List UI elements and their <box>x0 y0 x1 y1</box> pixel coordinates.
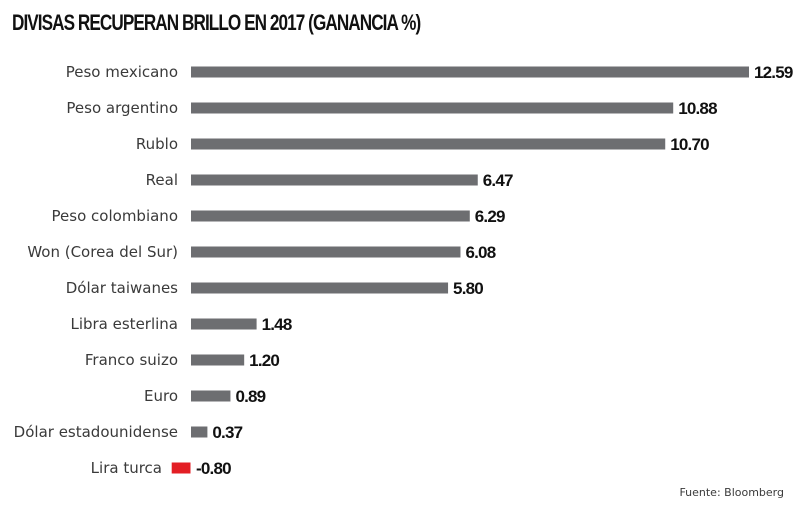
value-label: 1.20 <box>249 351 279 370</box>
bar <box>191 390 231 402</box>
category-label: Peso argentino <box>66 99 178 117</box>
value-label: 10.70 <box>670 135 709 154</box>
bar <box>191 102 674 114</box>
bar <box>191 426 208 438</box>
category-label: Peso mexicano <box>66 63 178 81</box>
bar <box>191 210 470 222</box>
value-label: 1.48 <box>262 315 292 334</box>
category-label: Rublo <box>136 135 178 153</box>
bar <box>191 282 449 294</box>
source-note: Fuente: Bloomberg <box>679 486 784 499</box>
bar <box>191 66 749 78</box>
bar <box>191 174 478 186</box>
bar <box>171 462 191 474</box>
value-label: 6.29 <box>475 207 505 226</box>
category-label: Dólar estadounidense <box>14 423 178 441</box>
category-label: Euro <box>144 387 178 405</box>
value-label: 5.80 <box>453 279 483 298</box>
bar <box>191 246 461 258</box>
chart-title: DIVISAS RECUPERAN BRILLO EN 2017 (GANANC… <box>12 10 421 35</box>
bar <box>191 318 257 330</box>
value-label: 0.89 <box>235 387 265 406</box>
category-label: Real <box>146 171 178 189</box>
value-label: 10.88 <box>678 99 717 118</box>
category-label: Franco suizo <box>85 351 178 369</box>
value-label: 0.37 <box>212 423 242 442</box>
value-label: 6.47 <box>483 171 513 190</box>
category-label: Peso colombiano <box>52 207 178 225</box>
bar <box>191 354 245 366</box>
category-label: Libra esterlina <box>70 315 178 333</box>
category-label: Lira turca <box>91 459 162 477</box>
value-label: 6.08 <box>465 243 495 262</box>
bar <box>191 138 666 150</box>
value-label: -0.80 <box>196 459 231 478</box>
value-label: 12.59 <box>754 63 793 82</box>
category-label: Dólar taiwanes <box>66 279 178 297</box>
category-label: Won (Corea del Sur) <box>27 243 178 261</box>
